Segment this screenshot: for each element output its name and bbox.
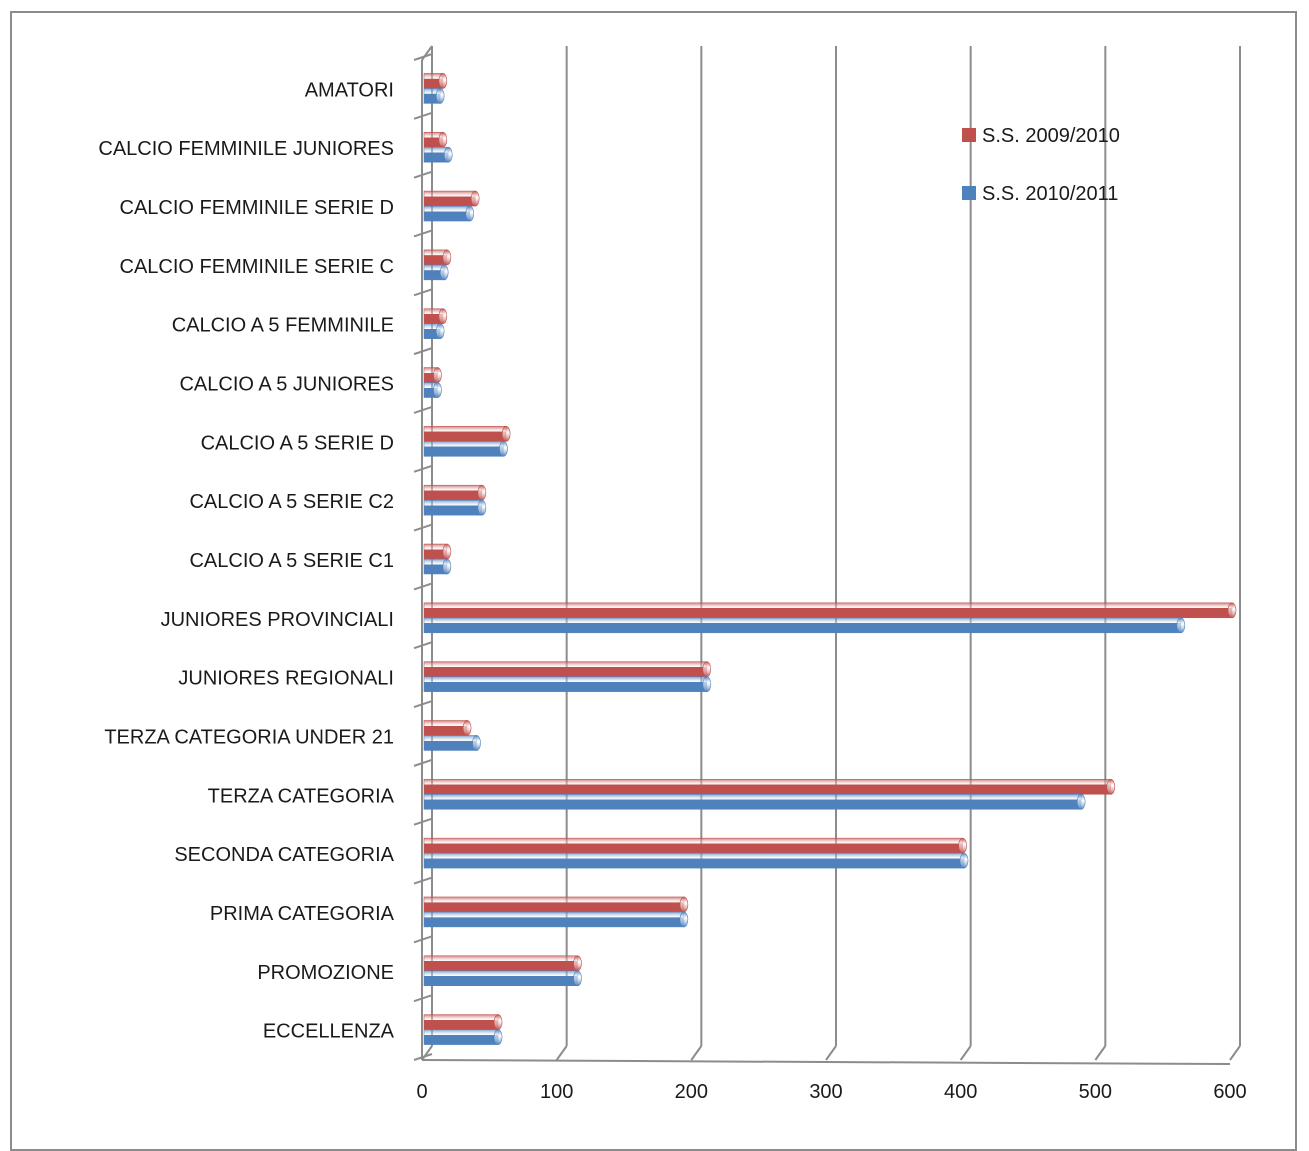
- bar: [423, 852, 969, 869]
- category-tick: [413, 935, 433, 944]
- bar: [423, 264, 449, 281]
- category-tick: [413, 288, 433, 297]
- legend: S.S. 2009/2010 S.S. 2010/2011: [962, 125, 1120, 205]
- bar: [423, 88, 445, 104]
- category-label: SECONDA CATEGORIA: [174, 844, 394, 866]
- category-label: CALCIO A 5 FEMMINILE: [172, 315, 394, 337]
- category-tick: [413, 170, 433, 179]
- bar: [423, 146, 453, 163]
- bar: [423, 1014, 503, 1030]
- category-tick: [413, 641, 433, 650]
- floor-tick: [1229, 1045, 1241, 1061]
- category-tick: [413, 817, 433, 826]
- bar: [423, 676, 712, 692]
- legend-swatch: [962, 186, 976, 200]
- category-label: CALCIO FEMMINILE SERIE D: [120, 197, 395, 219]
- bar: [423, 955, 582, 972]
- bar: [423, 896, 689, 913]
- bar: [423, 205, 475, 222]
- category-tick: [413, 700, 433, 709]
- x-tick-label: 400: [944, 1081, 977, 1103]
- legend-label: S.S. 2009/2010: [982, 125, 1120, 147]
- bar: [423, 323, 445, 340]
- x-tick-label: 100: [540, 1081, 573, 1103]
- category-label: TERZA CATEGORIA UNDER 21: [104, 726, 394, 748]
- bar: [423, 1029, 503, 1045]
- category-label: ECCELLENZA: [263, 1021, 395, 1043]
- category-tick: [413, 229, 433, 238]
- category-label: CALCIO FEMMINILE SERIE C: [120, 256, 395, 278]
- bar: [423, 499, 487, 516]
- bar: [423, 837, 967, 854]
- top-axis-cap: [421, 45, 433, 61]
- bar: [423, 308, 448, 325]
- category-label: AMATORI: [305, 79, 394, 101]
- floor-tick: [690, 1045, 703, 1061]
- category-label: CALCIO A 5 SERIE D: [201, 432, 394, 454]
- category-label: JUNIORES PROVINCIALI: [161, 609, 394, 631]
- bar: [423, 911, 689, 928]
- bar: [423, 558, 452, 575]
- bars: [423, 73, 1237, 1045]
- category-label: JUNIORES REGIONALI: [178, 668, 394, 690]
- chart-frame: [10, 11, 1297, 1151]
- category-tick: [413, 111, 433, 120]
- bar: [423, 190, 480, 207]
- category-label: CALCIO FEMMINILE JUNIORES: [98, 138, 394, 160]
- bar: [423, 970, 582, 987]
- category-label: CALCIO A 5 SERIE C1: [189, 550, 394, 572]
- floor-tick: [825, 1045, 837, 1061]
- category-label: PRIMA CATEGORIA: [210, 903, 395, 925]
- floor-line: [421, 1059, 1231, 1065]
- category-tick: [413, 582, 433, 591]
- bar: [423, 720, 472, 736]
- floor-tick: [421, 1045, 433, 1061]
- bar: [423, 735, 481, 751]
- category-labels: AMATORI CALCIO FEMMINILE JUNIORES CALCIO F…: [98, 79, 394, 1042]
- floor-tick: [959, 1045, 972, 1061]
- x-tick-label: 300: [809, 1081, 842, 1103]
- floor-tick: [1094, 1045, 1107, 1061]
- category-tick: [413, 53, 433, 61]
- x-tick-label: 600: [1213, 1081, 1246, 1103]
- category-tick: [413, 758, 433, 767]
- bar: [423, 441, 508, 457]
- category-label: TERZA CATEGORIA: [208, 785, 395, 807]
- bar: [423, 426, 511, 442]
- x-tick-label: 500: [1079, 1081, 1112, 1103]
- bar: [423, 131, 448, 148]
- category-tick: [413, 994, 433, 1003]
- bar: [423, 793, 1086, 810]
- bar: [423, 602, 1237, 619]
- category-label: CALCIO A 5 SERIE C2: [189, 491, 394, 513]
- category-tick: [413, 347, 433, 356]
- bar: [423, 543, 452, 560]
- bar: [423, 382, 442, 398]
- category-tick: [413, 405, 433, 414]
- legend-label: S.S. 2010/2011: [982, 183, 1118, 205]
- x-tick-label: 200: [675, 1081, 708, 1103]
- bar: [423, 249, 452, 266]
- x-tick-label: 0: [416, 1081, 427, 1103]
- category-label: PROMOZIONE: [257, 962, 394, 984]
- floor-tick: [555, 1045, 568, 1061]
- bar: [423, 661, 712, 677]
- category-tick: [413, 523, 433, 532]
- bar: [423, 778, 1116, 795]
- bar: [423, 617, 1186, 634]
- bar: [423, 73, 448, 89]
- category-label: CALCIO A 5 JUNIORES: [179, 374, 394, 396]
- value-tick-labels: 0 100 200 300 400 500 600: [416, 1081, 1246, 1103]
- category-tick: [413, 876, 433, 885]
- bar: [423, 367, 442, 383]
- category-tick: [413, 1053, 433, 1061]
- bar: [423, 484, 487, 501]
- category-tick: [413, 464, 433, 473]
- legend-swatch: [962, 128, 976, 142]
